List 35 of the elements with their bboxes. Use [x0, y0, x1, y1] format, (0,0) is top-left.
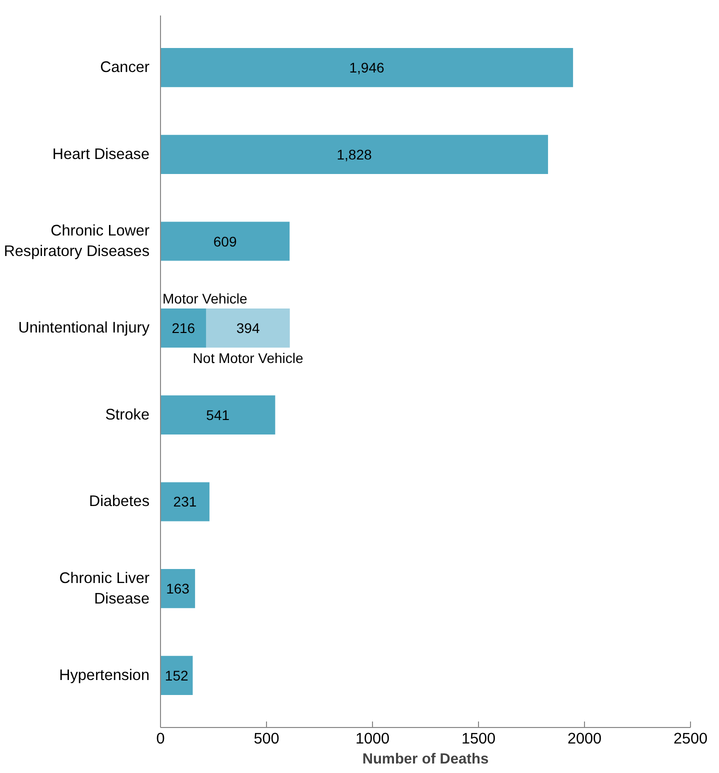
y-tick-label: Hypertension — [59, 666, 150, 684]
bar — [160, 308, 206, 348]
x-tick-label: 2000 — [567, 730, 602, 748]
x-tick-label: 0 — [156, 730, 165, 748]
bar — [206, 308, 290, 348]
x-tick-label: 500 — [254, 730, 280, 748]
bar — [160, 569, 196, 608]
y-tick-label: Heart Disease — [52, 146, 150, 163]
data-label: 394 — [236, 320, 260, 336]
x-axis-title: Number of Deaths — [362, 752, 489, 768]
data-label: 609 — [213, 233, 237, 250]
data-label: 1,946 — [349, 60, 385, 76]
data-label: 231 — [173, 494, 197, 510]
x-tick-label: 1000 — [355, 730, 390, 748]
y-tick-label: Diabetes — [89, 493, 150, 510]
annotation: Not Motor Vehicle — [192, 350, 304, 366]
y-tick-label: Cancer — [100, 59, 150, 76]
bar — [160, 134, 548, 174]
bar — [160, 395, 276, 434]
bar — [160, 482, 210, 522]
bar — [160, 656, 193, 695]
y-tick-label: Chronic Lower Respiratory Diseases — [4, 222, 150, 260]
annotation: Motor Vehicle — [162, 290, 248, 306]
x-tick-label: 1500 — [461, 730, 496, 748]
data-label: 541 — [206, 406, 230, 423]
bar — [160, 222, 290, 261]
y-tick-label: Chronic Liver Disease — [59, 570, 150, 608]
data-label: 1,828 — [336, 146, 372, 162]
data-label: 152 — [164, 667, 189, 684]
y-tick-label: Unintentional Injury — [18, 320, 150, 337]
data-label: 216 — [172, 320, 196, 336]
x-tick-label: 2500 — [673, 730, 708, 748]
y-tick-label: Stroke — [105, 406, 150, 424]
bar — [160, 48, 574, 88]
data-label: 163 — [166, 580, 190, 597]
